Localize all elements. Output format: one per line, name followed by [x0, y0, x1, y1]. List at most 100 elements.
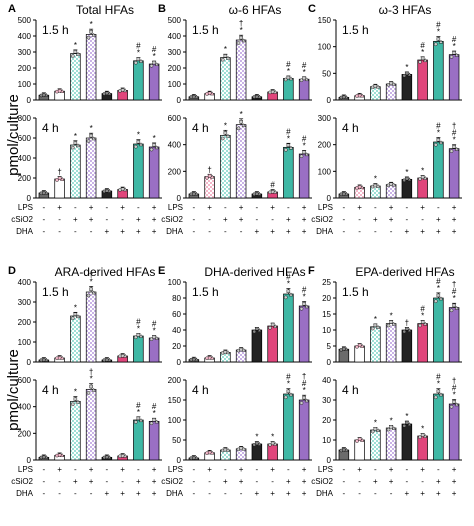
treatment-sign: -	[374, 465, 377, 474]
y-tick-label: 100	[318, 167, 332, 176]
data-point	[407, 328, 412, 332]
significance-mark: #	[452, 287, 457, 296]
data-point	[283, 295, 288, 300]
significance-mark: *	[453, 136, 456, 145]
significance-mark: †	[89, 368, 93, 377]
bar-5	[251, 329, 263, 363]
data-point	[407, 72, 412, 77]
significance-mark: *	[437, 284, 440, 293]
data-point	[220, 136, 225, 141]
data-point	[239, 35, 243, 40]
data-point	[452, 303, 456, 308]
bar-6	[417, 59, 428, 101]
treatment-sign: -	[121, 215, 124, 224]
y-tick-label: 400	[18, 32, 32, 41]
data-point	[75, 51, 81, 56]
data-point	[288, 392, 294, 397]
bar-6	[417, 177, 428, 199]
data-point	[452, 51, 456, 55]
treatment-sign: +	[207, 465, 212, 474]
treatment-sign: -	[256, 477, 259, 486]
treatment-sign: +	[136, 227, 141, 236]
treatment-sign: +	[436, 477, 441, 486]
treatment-sign: +	[452, 477, 457, 486]
bar-4	[235, 124, 247, 199]
data-point	[239, 446, 243, 451]
treatment-sign: -	[74, 489, 77, 498]
treatment-sign: +	[389, 465, 394, 474]
data-point	[391, 426, 396, 430]
significance-mark: †	[89, 270, 93, 279]
treatment-sign: -	[358, 477, 361, 486]
significance-mark: #	[152, 402, 157, 411]
treatment-sign: +	[120, 489, 125, 498]
significance-mark: *	[137, 325, 140, 334]
panel-title-A: Total HFAs	[76, 3, 134, 17]
data-point	[373, 183, 378, 188]
significance-mark: *	[271, 433, 274, 442]
bar-7	[433, 393, 444, 461]
data-point	[418, 177, 422, 181]
time-label: 1.5 h	[342, 23, 369, 37]
treatment-sign: -	[208, 215, 211, 224]
data-point	[452, 144, 456, 149]
y-tick-label: 150	[168, 396, 182, 405]
treatment-sign: -	[193, 465, 196, 474]
data-point	[299, 154, 304, 158]
data-point	[360, 437, 365, 442]
data-point	[91, 32, 96, 37]
significance-mark: *	[137, 408, 140, 417]
treatment-sign: +	[389, 215, 394, 224]
data-point	[70, 402, 75, 407]
bar-6	[417, 323, 428, 363]
data-point	[273, 89, 278, 94]
treatment-sign: +	[373, 477, 378, 486]
significance-mark: #	[286, 60, 291, 69]
data-point	[342, 447, 346, 452]
bar-7	[283, 146, 294, 199]
data-point	[149, 64, 154, 68]
data-point	[286, 389, 291, 394]
significance-mark: *	[240, 110, 243, 119]
data-point	[210, 91, 215, 96]
bar-7	[433, 297, 444, 363]
data-point	[136, 416, 141, 421]
data-point	[252, 329, 257, 334]
y-tick-label: 5	[327, 342, 332, 351]
time-label: 1.5 h	[342, 285, 369, 299]
y-tick-label: 200	[168, 376, 182, 385]
data-point	[423, 175, 428, 180]
y-tick-label: 0	[27, 96, 32, 105]
treatment-sign: +	[270, 489, 275, 498]
panel-title-F: EPA-derived HFAs	[355, 265, 454, 279]
treatment-sign: -	[90, 489, 93, 498]
treatment-sign: +	[270, 465, 275, 474]
y-tick-label: 200	[18, 429, 32, 438]
data-point	[405, 327, 409, 331]
treatment-sign: +	[73, 215, 78, 224]
significance-mark: †	[302, 372, 306, 381]
data-point	[342, 346, 346, 351]
data-point	[433, 299, 438, 304]
data-point	[288, 292, 294, 297]
data-point	[86, 293, 91, 298]
data-point	[75, 314, 81, 319]
data-point	[225, 55, 231, 60]
data-point	[402, 329, 407, 334]
data-point	[105, 189, 109, 193]
y-tick-label: 400	[168, 141, 182, 150]
data-point	[449, 55, 454, 59]
significance-mark: *	[303, 68, 306, 77]
data-point	[257, 441, 262, 446]
y-tick-label: 0	[327, 456, 332, 465]
data-point	[304, 152, 309, 157]
treatment-sign: -	[121, 477, 124, 486]
data-point	[86, 391, 91, 395]
treatment-sign: +	[239, 215, 244, 224]
y-tick-label: 100	[168, 416, 182, 425]
treatment-sign: -	[421, 477, 424, 486]
treatment-sign: -	[43, 203, 46, 212]
